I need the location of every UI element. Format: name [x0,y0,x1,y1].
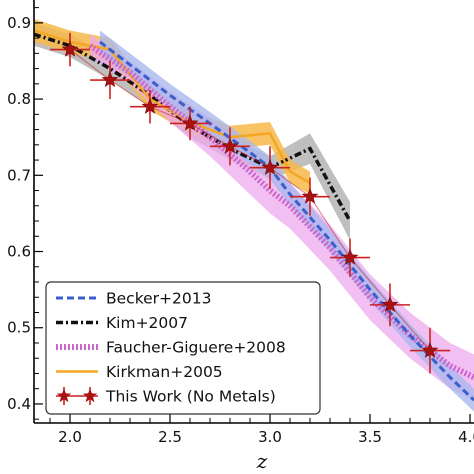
legend-label: Becker+2013 [106,290,211,308]
x-tick-label: 2.0 [58,428,82,446]
star-marker [421,341,439,358]
star-marker [221,137,239,154]
x-tick-label: 3.5 [358,428,382,446]
this-work-point [170,106,210,141]
x-tick-label: 2.5 [158,428,182,446]
legend-entry: This Work (No Metals) [56,387,276,406]
this-work-point [410,327,450,374]
legend-label: Kirkman+2005 [106,363,223,381]
this-work-point [290,177,330,216]
star-marker [341,248,359,265]
y-tick-label: 0.9 [7,14,31,32]
y-tick-label: 0.7 [7,166,31,184]
legend-box [45,281,321,415]
star-marker [301,187,319,204]
this-work-point [50,32,90,67]
star-marker [61,40,79,57]
legend-entry: Faucher-Giguere+2008 [56,339,286,357]
faucher-line [88,43,474,380]
y-tick-label: 0.4 [7,395,31,413]
this-work-point [90,60,130,100]
x-axis-label: z [256,449,268,473]
legend-entry: Kim+2007 [56,314,188,332]
this-work-points [50,32,450,374]
star-marker [261,158,279,175]
legend-star [82,388,98,403]
star-marker [141,97,159,114]
legend-label: Kim+2007 [106,314,188,332]
star-marker [381,296,399,313]
this-work-point [250,146,290,190]
legend: Becker+2013 Kim+2007 Faucher-Giguere+2008 K… [45,281,321,415]
becker-line [99,40,474,402]
this-work-point [210,127,250,166]
legend-star [56,388,72,403]
x-tick-label: 3.0 [258,428,282,446]
legend-label: This Work (No Metals) [105,388,276,406]
legend-entry: Kirkman+2005 [56,363,223,381]
star-marker [101,71,119,88]
x-tick-label: 4.0 [458,428,474,446]
legend-entry: Becker+2013 [56,290,211,308]
star-marker [181,114,199,131]
y-tick-label: 0.8 [7,90,31,108]
legend-label: Faucher-Giguere+2008 [106,339,286,357]
this-work-point [370,283,410,327]
y-tick-label: 0.6 [7,243,31,261]
axes: 2.0 2.5 3.0 3.5 4.0 0.4 0.5 0.6 0.7 0.8 0.9 [7,0,474,446]
this-work-point [130,89,170,124]
y-tick-label: 0.5 [7,319,31,337]
this-work-point [330,238,370,277]
this-work-line [69,49,431,351]
